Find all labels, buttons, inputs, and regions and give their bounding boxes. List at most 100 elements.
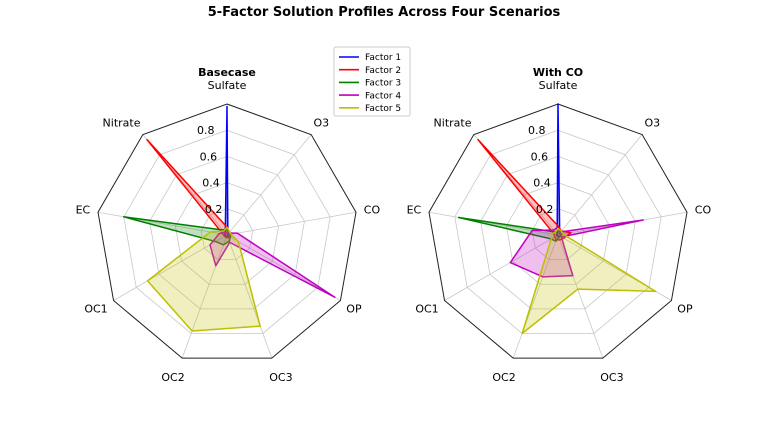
- data-point: [572, 275, 574, 277]
- data-point: [222, 244, 225, 246]
- radar-spoke: [97, 211, 228, 236]
- data-point: [559, 231, 562, 233]
- axis-category-label: Nitrate: [103, 116, 141, 129]
- data-point: [557, 227, 559, 230]
- data-point: [642, 219, 644, 221]
- radial-tick-label: 0.6: [531, 150, 549, 163]
- radial-tick-label: 0.8: [197, 124, 215, 137]
- radar-spoke: [557, 134, 643, 236]
- series-factor-1: [223, 105, 230, 239]
- data-point: [209, 244, 211, 246]
- radar-gridline: [505, 182, 611, 285]
- axis-category-label: OC1: [415, 303, 438, 316]
- data-point: [229, 241, 231, 243]
- data-point: [557, 226, 559, 228]
- data-point: [259, 325, 261, 327]
- data-point: [237, 240, 239, 243]
- data-point: [557, 230, 559, 232]
- data-point: [557, 235, 560, 237]
- data-point: [226, 226, 228, 228]
- axis-category-label: Sulfate: [539, 79, 578, 92]
- series-area: [209, 231, 336, 298]
- data-point: [228, 240, 230, 242]
- axis-category-label: OC3: [269, 371, 292, 384]
- data-point: [559, 232, 561, 234]
- series-factor-5: [146, 226, 261, 332]
- data-point: [555, 240, 557, 242]
- data-point: [215, 265, 217, 267]
- series-factor-5: [521, 227, 657, 335]
- data-point: [550, 238, 552, 240]
- series-area: [555, 103, 562, 238]
- axis-category-label: OC3: [600, 371, 623, 384]
- data-point: [563, 237, 565, 239]
- series-factor-3: [457, 216, 563, 242]
- data-point: [222, 233, 224, 235]
- data-point: [209, 231, 211, 233]
- radar-grid: [97, 103, 357, 359]
- data-point: [229, 236, 232, 238]
- panel-title: With CO: [533, 66, 583, 79]
- data-point: [559, 239, 561, 241]
- axis-category-label: O3: [313, 116, 329, 129]
- radar-gridline: [454, 129, 662, 334]
- data-point: [570, 232, 572, 234]
- axis-category-label: OC1: [84, 303, 107, 316]
- radar-frame: [97, 103, 357, 359]
- radar-gridline: [123, 129, 331, 334]
- radial-tick-label: 0.8: [528, 124, 546, 137]
- radial-tick-label: 0.4: [202, 177, 220, 190]
- data-point: [558, 236, 560, 239]
- axis-category-label: Sulfate: [208, 79, 247, 92]
- axis-category-label: Nitrate: [434, 116, 472, 129]
- data-point: [560, 230, 562, 232]
- data-point: [550, 233, 553, 235]
- data-point: [531, 229, 533, 232]
- legend-entry: Factor 5: [339, 104, 401, 114]
- data-point: [553, 229, 555, 231]
- radar-frame: [428, 103, 688, 359]
- data-point: [654, 290, 657, 292]
- chart-title: 5-Factor Solution Profiles Across Four S…: [208, 5, 561, 20]
- legend-entry: Factor 4: [339, 91, 401, 101]
- legend-label: Factor 4: [365, 91, 401, 101]
- series-factor-4: [209, 231, 336, 298]
- legend-label: Factor 2: [365, 66, 401, 76]
- radar-spoke: [113, 234, 228, 301]
- data-point: [228, 231, 231, 233]
- series-area: [146, 226, 261, 332]
- radar-gridline: [174, 182, 280, 285]
- radar-spoke: [557, 234, 604, 359]
- legend-label: Factor 5: [365, 104, 401, 114]
- data-point: [556, 235, 558, 237]
- legend: Factor 1 Factor 2 Factor 3 Factor 4 Factor 5: [333, 46, 411, 117]
- data-point: [560, 236, 563, 238]
- data-point: [191, 330, 193, 332]
- data-point: [562, 233, 564, 235]
- axis-category-label: OP: [677, 303, 693, 316]
- data-point: [542, 276, 544, 278]
- radar-gridline: [149, 155, 305, 310]
- axis-category-label: CO: [364, 203, 381, 216]
- radar-spoke: [444, 234, 559, 301]
- radar-spoke: [428, 211, 559, 236]
- radar-spoke: [226, 234, 273, 359]
- axis-category-label: EC: [76, 203, 91, 216]
- data-point: [225, 236, 227, 239]
- data-point: [577, 288, 579, 290]
- data-point: [236, 232, 238, 234]
- radar-spoke: [226, 211, 357, 236]
- radar-spoke: [226, 134, 312, 236]
- series-area: [223, 105, 230, 239]
- series-area: [521, 227, 657, 335]
- data-point: [553, 236, 556, 238]
- data-point: [225, 235, 227, 237]
- radar-panel-with-co: With CO 0.2 0.4 0.6 0.8 Sulfate O3 CO OP OC3 OC2 O…: [407, 66, 712, 384]
- legend-entry: Factor 1: [339, 53, 401, 63]
- data-point: [553, 233, 555, 235]
- series-area: [457, 216, 563, 242]
- data-point: [227, 236, 229, 239]
- data-point: [334, 296, 336, 298]
